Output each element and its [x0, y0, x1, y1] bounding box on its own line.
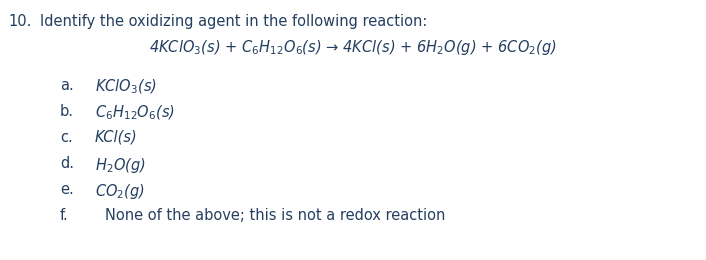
- Text: KCl(s): KCl(s): [95, 130, 138, 145]
- Text: a.: a.: [60, 78, 73, 93]
- Text: 10.: 10.: [8, 14, 31, 29]
- Text: d.: d.: [60, 156, 74, 171]
- Text: C$_6$H$_{12}$O$_6$(s): C$_6$H$_{12}$O$_6$(s): [95, 104, 175, 122]
- Text: 4KClO$_3$(s) + C$_6$H$_{12}$O$_6$(s) → 4KCl(s) + 6H$_2$O(g) + 6CO$_2$(g): 4KClO$_3$(s) + C$_6$H$_{12}$O$_6$(s) → 4…: [149, 38, 557, 57]
- Text: Identify the oxidizing agent in the following reaction:: Identify the oxidizing agent in the foll…: [40, 14, 427, 29]
- Text: f.: f.: [60, 208, 68, 223]
- Text: KClO$_3$(s): KClO$_3$(s): [95, 78, 157, 96]
- Text: H$_2$O(g): H$_2$O(g): [95, 156, 146, 175]
- Text: None of the above; this is not a redox reaction: None of the above; this is not a redox r…: [105, 208, 445, 223]
- Text: e.: e.: [60, 182, 73, 197]
- Text: b.: b.: [60, 104, 74, 119]
- Text: c.: c.: [60, 130, 73, 145]
- Text: CO$_2$(g): CO$_2$(g): [95, 182, 145, 201]
